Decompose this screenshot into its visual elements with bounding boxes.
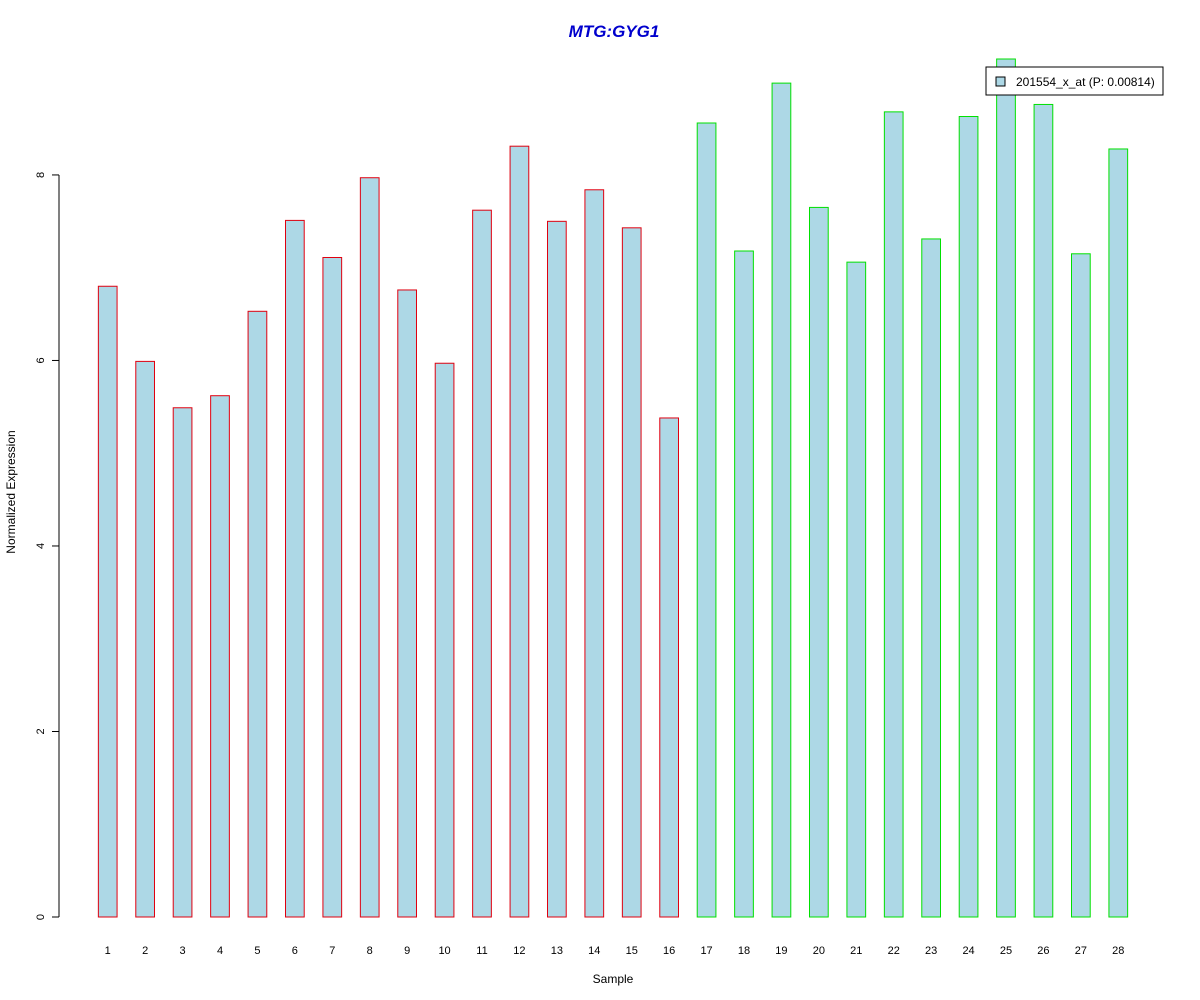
x-tick-label: 26 [1037, 945, 1049, 957]
x-tick-label: 27 [1075, 945, 1087, 957]
bar-sample-26 [1033, 103, 1054, 918]
legend-label: 201554_x_at (P: 0.00814) [1016, 75, 1155, 89]
x-tick-label: 16 [663, 945, 675, 957]
bar-sample-18 [734, 250, 754, 918]
x-tick-label: 24 [962, 945, 974, 957]
bar-sample-8 [359, 177, 380, 918]
bars [97, 58, 1129, 918]
x-tick-label: 15 [626, 945, 638, 957]
legend-box [985, 66, 1164, 96]
bar-sample-27 [1071, 253, 1091, 918]
x-tick-label: 18 [738, 945, 750, 957]
bar-sample-10 [434, 362, 455, 918]
x-tick-label: 2 [142, 945, 148, 957]
bar-sample-20 [809, 206, 829, 918]
bar-sample-23 [921, 238, 941, 918]
x-tick-label: 1 [105, 945, 111, 957]
bar-sample-15 [621, 227, 642, 918]
bar-sample-7 [322, 256, 343, 918]
bar-sample-9 [397, 289, 417, 918]
x-tick-label: 22 [888, 945, 900, 957]
x-axis-label: Sample [593, 972, 634, 986]
bar-sample-14 [584, 189, 605, 918]
bar-sample-4 [210, 395, 230, 918]
legend: 201554_x_at (P: 0.00814) [985, 66, 1164, 96]
bar-sample-24 [958, 116, 979, 918]
x-tick-label: 28 [1112, 945, 1124, 957]
bar-sample-22 [883, 111, 904, 918]
x-tick-label: 11 [476, 945, 487, 957]
x-tick-label: 6 [292, 945, 298, 957]
x-tick-label: 20 [813, 945, 825, 957]
bar-sample-5 [247, 310, 268, 918]
x-tick-label: 19 [775, 945, 787, 957]
bar-sample-16 [659, 417, 679, 918]
x-tick-label: 14 [588, 945, 600, 957]
x-tick-label: 5 [254, 945, 260, 957]
y-axis-label: Normalized Expression [4, 430, 18, 553]
y-tick-label: 2 [35, 728, 47, 734]
y-axis: 0 2 4 6 8 [35, 172, 60, 920]
x-tick-label: 12 [513, 945, 525, 957]
legend-swatch [995, 76, 1006, 87]
chart-title: MTG:GYG1 [569, 22, 660, 41]
y-tick-label: 8 [35, 172, 47, 178]
bar-sample-6 [285, 219, 305, 918]
bar-sample-28 [1108, 148, 1129, 918]
y-tick-label: 0 [35, 914, 47, 920]
x-tick-label: 17 [700, 945, 712, 957]
x-tick-label: 4 [217, 945, 223, 957]
bar-sample-19 [771, 82, 792, 918]
bar-sample-17 [696, 122, 717, 918]
bar-sample-2 [135, 360, 156, 918]
x-tick-label: 9 [404, 945, 410, 957]
bar-sample-12 [509, 145, 530, 918]
x-tick-label: 21 [850, 945, 862, 957]
bar-sample-13 [547, 220, 567, 918]
x-tick-label: 10 [438, 945, 450, 957]
x-tick-label: 23 [925, 945, 937, 957]
y-tick-label: 4 [35, 543, 47, 549]
y-tick-label: 6 [35, 357, 47, 363]
x-tick-label: 8 [367, 945, 373, 957]
bar-sample-21 [846, 261, 867, 918]
x-tick-label: 13 [551, 945, 563, 957]
x-tick-labels: 1 2 3 4 5 6 7 8 9 10 11 12 13 14 15 16 17 18 19 20 21 22 23 24 2… [105, 945, 1125, 957]
x-tick-label: 3 [180, 945, 186, 957]
x-tick-label: 25 [1000, 945, 1012, 957]
x-tick-label: 7 [329, 945, 335, 957]
bar-sample-3 [172, 407, 193, 918]
bar-sample-25 [996, 58, 1016, 918]
bar-sample-1 [97, 285, 118, 918]
bar-sample-11 [472, 209, 492, 918]
